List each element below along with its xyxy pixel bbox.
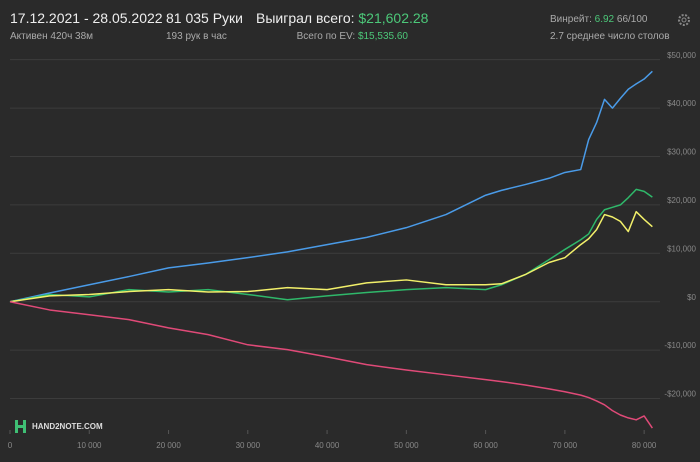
y-tick-label: $30,000 — [667, 148, 696, 157]
winrate: Винрейт: 6.92 66/100 — [550, 14, 647, 25]
x-tick-label: 50 000 — [394, 441, 419, 450]
y-tick-label: $40,000 — [667, 99, 696, 108]
won-label: Выиграл всего: — [256, 10, 355, 26]
ev-value: $15,535.60 — [357, 31, 408, 42]
winrate-label: Винрейт: — [550, 14, 592, 25]
x-tick-label: 10 000 — [77, 441, 102, 450]
y-tick-label: $0 — [687, 293, 696, 302]
x-tick-label: 60 000 — [473, 441, 498, 450]
ev-label: Всего по EV: — [296, 31, 356, 42]
ev: Всего по EV: $15,535.60 — [297, 31, 408, 42]
y-tick-label: $50,000 — [667, 51, 696, 60]
y-tick-label: -$20,000 — [664, 390, 696, 399]
x-tick-label: 20 000 — [156, 441, 181, 450]
series-line — [9, 300, 653, 429]
series-line — [9, 188, 653, 303]
won-value: $21,602.28 — [358, 10, 429, 26]
y-tick-label: $20,000 — [667, 196, 696, 205]
x-tick-label: 30 000 — [236, 441, 261, 450]
y-tick-label: $10,000 — [667, 244, 696, 253]
settings-button[interactable] — [676, 12, 692, 28]
x-tick-label: 40 000 — [315, 441, 340, 450]
y-tick-label: -$10,000 — [664, 341, 696, 350]
series-line — [9, 210, 653, 303]
winrate-unit: 66/100 — [616, 14, 648, 25]
x-tick-label: 80 000 — [632, 441, 657, 450]
x-tick-label: 0 — [8, 441, 13, 450]
hands-per-hour: 193 рук в час — [166, 31, 227, 42]
x-tick-label: 70 000 — [553, 441, 578, 450]
logo-text: HAND2NOTE.COM — [32, 422, 103, 431]
hands: 81 035 Руки — [166, 10, 243, 26]
tables: 2.7 среднее число столов — [550, 31, 670, 42]
series-line — [9, 70, 653, 303]
period: 17.12.2021 - 28.05.2022 — [10, 10, 163, 26]
active-time: Активен 420ч 38м — [10, 31, 94, 42]
won: Выиграл всего: $21,602.28 — [256, 10, 428, 26]
winrate-value: 6.92 — [594, 14, 615, 25]
logo: HAND2NOTE.COM — [15, 420, 103, 433]
